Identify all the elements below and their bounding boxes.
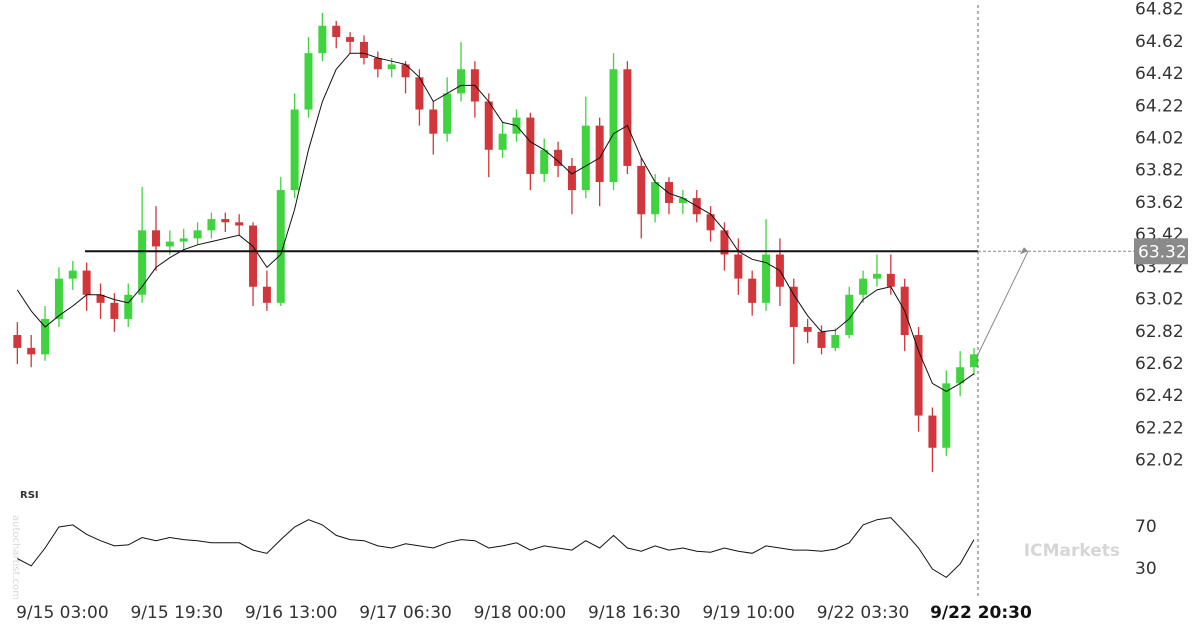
candle-body [359, 41, 368, 58]
candle-body [484, 101, 493, 150]
x-tick-label: 9/19 10:00 [702, 603, 795, 623]
candle-body [803, 326, 812, 332]
y-tick-label: 64.42 [1135, 64, 1184, 84]
rsi-line [17, 517, 975, 579]
candle-body [664, 182, 673, 203]
candle-body [623, 69, 632, 166]
candle-body [914, 335, 923, 416]
candle-body [387, 64, 396, 70]
y-tick-label: 62.02 [1135, 451, 1184, 471]
candle-body [249, 225, 258, 287]
candle-body [637, 165, 646, 215]
candle-body [748, 278, 757, 303]
candle-body [221, 219, 230, 223]
x-tick-label: 9/18 16:30 [588, 603, 681, 623]
candle-body [332, 25, 341, 38]
arrow-head [1020, 247, 1028, 255]
candle-body [886, 273, 895, 287]
candle-body [82, 270, 91, 295]
candle-body [567, 165, 576, 191]
rsi-label: RSI [20, 490, 39, 501]
candle-body [540, 149, 549, 174]
candle-body [872, 273, 881, 279]
candle-body [651, 182, 660, 215]
candle-body [207, 219, 216, 231]
y-tick-label: 62.82 [1135, 322, 1184, 342]
candle-body [138, 230, 147, 295]
y-tick-label: 62.22 [1135, 418, 1184, 438]
candle-body [235, 222, 244, 226]
candle-body [304, 53, 313, 110]
candle-body [526, 117, 535, 174]
candle-body [554, 149, 563, 166]
candle-body [96, 294, 105, 303]
x-tick-label: 9/22 20:30 [930, 603, 1032, 623]
x-tick-label: 9/16 13:00 [245, 603, 338, 623]
candle-body [609, 69, 618, 183]
y-tick-label: 64.62 [1135, 32, 1184, 52]
candle-body [817, 331, 826, 348]
candle-body [706, 214, 715, 231]
y-tick-label: 63.02 [1135, 290, 1184, 310]
candle-body [678, 198, 687, 203]
forecast-arrow [977, 251, 1029, 355]
x-tick-label: 9/17 06:30 [359, 603, 452, 623]
y-tick-label: 64.22 [1135, 96, 1184, 116]
candle-body [346, 37, 355, 42]
candle-body [720, 230, 729, 255]
rsi-tick-label: 70 [1135, 517, 1157, 537]
candle-body [762, 254, 771, 303]
y-tick-label: 64.82 [1135, 0, 1184, 20]
candle-body [262, 286, 271, 303]
candle-body [859, 278, 868, 295]
candle-body [27, 347, 36, 355]
candle-body [179, 238, 188, 242]
candle-body [54, 278, 63, 319]
candle-body [165, 241, 174, 247]
candle-body [928, 415, 937, 448]
x-tick-label: 9/22 03:30 [817, 603, 910, 623]
candle-body [831, 335, 840, 348]
x-tick-label: 9/15 03:00 [16, 603, 109, 623]
credit: autochartist.com [10, 515, 21, 600]
candle-body [595, 125, 604, 183]
x-tick-label: 9/18 00:00 [474, 603, 567, 623]
candle-body [789, 286, 798, 327]
candle-body [942, 383, 951, 448]
y-tick-label: 62.42 [1135, 386, 1184, 406]
candle-body [415, 77, 424, 110]
candle-body [41, 318, 50, 355]
level-label: 63.32 [1138, 242, 1187, 262]
candle-body [970, 354, 979, 368]
candle-body [581, 125, 590, 191]
candle-body [124, 294, 133, 319]
y-tick-label: 62.62 [1135, 354, 1184, 374]
candle-body [276, 190, 285, 303]
candle-body [13, 335, 22, 348]
candle-body [151, 230, 160, 247]
rsi-tick-label: 30 [1135, 559, 1157, 579]
candle-body [401, 64, 410, 78]
candle-body [956, 367, 965, 384]
watermark: ICMarkets [1024, 541, 1120, 561]
candle-body [110, 302, 119, 319]
candle-body [429, 109, 438, 134]
level-box [1134, 238, 1188, 265]
moving-average [16, 52, 975, 392]
candle-body [68, 270, 77, 279]
y-tick-label: 64.02 [1135, 129, 1184, 149]
candle-body [457, 69, 466, 94]
y-tick-label: 63.82 [1135, 161, 1184, 181]
candle-body [498, 133, 507, 150]
candle-body [443, 93, 452, 134]
candle-body [373, 57, 382, 70]
candle-body [845, 294, 854, 336]
candle-body [193, 230, 202, 239]
candle-body [318, 25, 327, 54]
candle-body [734, 254, 743, 279]
y-tick-label: 63.62 [1135, 193, 1184, 213]
x-tick-label: 9/15 19:30 [130, 603, 223, 623]
candle-body [290, 109, 299, 191]
